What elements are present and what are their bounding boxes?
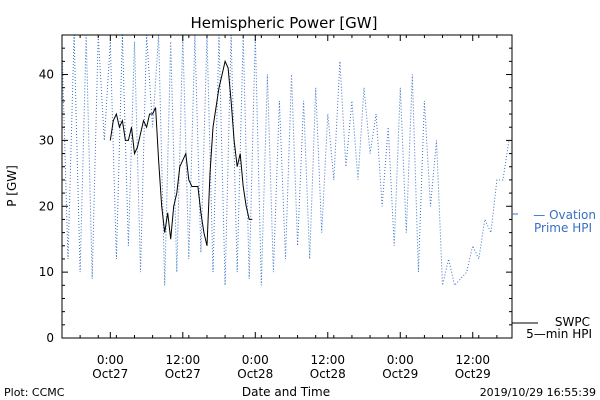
plot-credit: Plot: CCMC [4, 386, 65, 399]
x-tick-time-label: 0:00 [242, 353, 269, 367]
x-tick-date-label: Oct27 [165, 367, 201, 381]
ovation-prime-series-line [61, 34, 510, 287]
plot-frame [61, 34, 513, 339]
legend-ovation-line1: — Ovation [533, 208, 596, 222]
y-tick-label: 40 [39, 68, 54, 82]
y-tick-label: 30 [39, 133, 54, 147]
x-axis-label: Date and Time [242, 385, 330, 399]
legend-swpc-line2: 5—min HPI [526, 327, 592, 341]
x-tick-date-label: Oct27 [92, 367, 128, 381]
x-tick-date-label: Oct29 [455, 367, 491, 381]
x-tick-time-label: 12:00 [310, 353, 345, 367]
x-tick-time-label: 0:00 [97, 353, 124, 367]
x-tick-date-label: Oct29 [382, 367, 418, 381]
chart-title: Hemispheric Power [GW] [191, 14, 378, 32]
y-axis-label: P [GW] [5, 165, 19, 207]
legend-ovation-line2: Prime HPI [534, 221, 592, 235]
plot-timestamp: 2019/10/29 16:55:39 [480, 386, 596, 399]
y-tick-label: 20 [39, 199, 54, 213]
legend-swpc-line1: SWPC [555, 315, 590, 329]
swpc-series-line [109, 59, 253, 246]
y-tick-label: 10 [39, 265, 54, 279]
x-tick-time-label: 12:00 [166, 353, 201, 367]
y-tick-label: 0 [46, 331, 54, 345]
x-tick-time-label: 12:00 [455, 353, 490, 367]
x-tick-date-label: Oct28 [310, 367, 346, 381]
x-tick-time-label: 0:00 [387, 353, 414, 367]
x-tick-date-label: Oct28 [237, 367, 273, 381]
